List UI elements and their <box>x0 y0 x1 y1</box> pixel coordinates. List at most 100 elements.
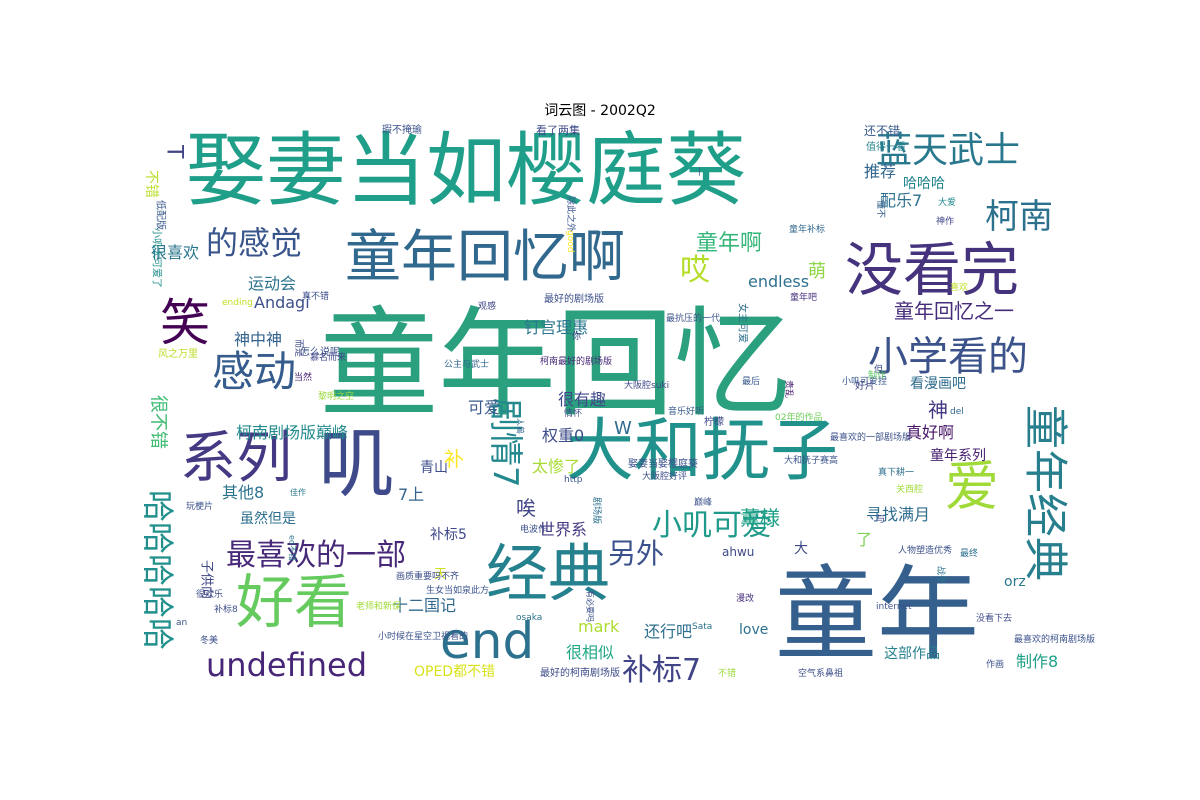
word-63: 这部作品 <box>884 645 940 662</box>
word-60: love <box>739 622 768 638</box>
word-84: good <box>565 230 575 252</box>
word-2: 童年 <box>775 556 979 675</box>
word-92: 最抗压的一代 <box>666 312 720 324</box>
word-8: 系列 <box>180 426 292 491</box>
word-95: 公主与武士 <box>444 358 489 370</box>
word-23: 哈哈哈哈哈 <box>139 490 177 650</box>
word-33: 钉宫理惠 <box>524 318 588 337</box>
word-13: 童年经典 <box>1020 405 1071 581</box>
word-64: 制作8 <box>1016 652 1058 671</box>
word-90: 最好的柯南剧场版 <box>540 666 620 679</box>
word-150: 但 <box>874 363 883 375</box>
word-122: 人物塑造优秀 <box>898 544 952 556</box>
word-112: 情怀 <box>564 407 582 419</box>
word-14: 感动 <box>212 347 296 396</box>
word-48: 7上 <box>398 485 424 504</box>
word-126: 电波作 <box>520 523 547 535</box>
word-104: 好片 <box>855 379 875 392</box>
word-103: 制作 <box>868 369 886 381</box>
word-93: 女主可爱 <box>737 303 750 343</box>
word-4: 叽 <box>318 419 394 508</box>
word-145: 冬美 <box>200 634 218 646</box>
word-28: 童年回忆之一 <box>894 299 1014 323</box>
word-9: 好看 <box>236 568 352 636</box>
word-134: 没看下去 <box>976 612 1012 624</box>
word-32: Andagi <box>254 293 310 312</box>
word-100: 最后 <box>742 376 760 387</box>
word-72: 子供向 <box>199 560 215 599</box>
word-25: 另外 <box>608 537 664 570</box>
word-82: 小叽太可爱了 <box>151 228 164 288</box>
word-136: 作画 <box>986 658 1004 670</box>
word-67: 推荐 <box>864 162 896 181</box>
word-70: 很喜欢 <box>151 243 199 262</box>
word-71: 不错 <box>143 170 159 198</box>
word-38: 很有趣 <box>558 390 606 409</box>
word-117: 巅峰 <box>694 497 712 508</box>
word-21: 小叽可爱 <box>652 508 772 543</box>
word-62: 很相似 <box>566 643 614 662</box>
word-49: 其他8 <box>222 483 264 502</box>
word-86: 真不错 <box>302 290 329 302</box>
word-111: 娶妻当娶樱庭葵 <box>628 457 698 470</box>
word-46: 太惨了 <box>532 457 580 476</box>
word-54: 世界系 <box>539 520 587 539</box>
word-55: 补标5 <box>430 527 467 543</box>
word-118: 大阪腔好评 <box>642 470 687 482</box>
word-120: 剧场版 <box>591 497 603 524</box>
word-138: 空气系鼻祖 <box>798 667 843 679</box>
word-74: 还不错 <box>864 124 900 138</box>
word-43: 看漫画吧 <box>910 376 966 392</box>
word-65: OPED都不错 <box>414 664 495 680</box>
word-35: 很不错 <box>148 395 169 449</box>
word-19: undefined <box>206 646 367 684</box>
word-39: 权重0 <box>542 426 584 445</box>
word-113: 人兽 <box>516 418 526 434</box>
word-10: end <box>440 612 534 670</box>
word-36: 柯南剧场版巅峰 <box>236 423 348 442</box>
word-114: 大和抚子赛高 <box>784 454 838 466</box>
word-52: 寻找满月 <box>866 505 930 524</box>
word-146: 黎明之空 <box>318 390 354 402</box>
word-119: http <box>564 475 583 485</box>
word-15: 小学看的 <box>868 334 1028 380</box>
word-87: 怎么说呢 <box>300 345 340 358</box>
word-22: 剧情7 <box>485 398 525 488</box>
word-123: 最终 <box>960 547 978 559</box>
word-133: internet <box>876 602 912 612</box>
word-141: 玩梗片 <box>186 500 213 512</box>
word-34: 神中神 <box>234 330 282 349</box>
word-121: 与 <box>876 514 885 525</box>
word-147: 你 <box>572 330 581 342</box>
word-152: 一 <box>693 167 703 176</box>
word-56: 虽然但是 <box>240 510 296 527</box>
word-17: 柯南 <box>985 197 1053 237</box>
word-41: 神 <box>928 398 948 422</box>
word-20: 最喜欢的一部 <box>226 538 406 573</box>
word-83: 低配版 <box>155 200 168 230</box>
word-31: 运动会 <box>248 274 296 293</box>
word-61: orz <box>1004 574 1026 590</box>
word-45: 青山 <box>420 460 448 476</box>
word-88: 观感 <box>478 300 496 312</box>
word-53: 了 <box>856 530 872 549</box>
word-149: 而是 <box>293 339 304 357</box>
word-51: 童年系列 <box>930 447 986 464</box>
word-153: ed不错 <box>288 535 298 561</box>
word-73: 天 <box>434 567 447 582</box>
word-58: mark <box>578 617 620 636</box>
word-79: 神作 <box>936 215 954 227</box>
word-96: 慕名而来 <box>310 351 346 363</box>
word-24: 补标7 <box>622 653 701 688</box>
word-85: 喜欢 <box>950 281 968 293</box>
word-5: 经典 <box>486 537 610 610</box>
word-81: 童年补标 <box>789 223 825 235</box>
word-44: 补 <box>444 447 464 471</box>
word-91: 最好的剧场版 <box>544 292 604 305</box>
word-18: 的感觉 <box>206 224 302 262</box>
word-75: 看了两集 <box>536 123 580 137</box>
word-151: 大 <box>794 541 808 557</box>
word-1: 娶妻当如樱庭葵 <box>186 124 746 217</box>
word-11: 笑 <box>160 294 210 352</box>
word-30: endless <box>748 272 809 291</box>
